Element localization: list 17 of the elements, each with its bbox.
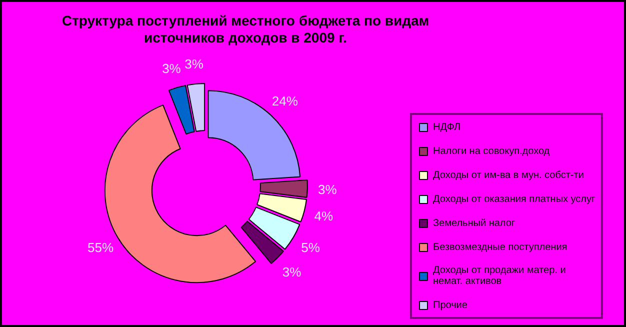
- chart-title: Структура поступлений местного бюджета по видам источников доходов в 2009 г.: [62, 12, 430, 46]
- data-label: 5%: [301, 240, 320, 256]
- legend-label: Доходы от оказания платных услуг: [433, 193, 596, 205]
- legend-label: Налоги на совокуп.доход: [433, 145, 550, 157]
- legend-label: Доходы от им-ва в мун. собст-ти: [433, 169, 584, 181]
- data-label: 3%: [184, 56, 204, 72]
- legend-label: НДФЛ: [433, 121, 461, 133]
- data-label: 4%: [314, 208, 334, 224]
- data-label: 55%: [87, 240, 114, 256]
- legend-label: Безвозмездные поступления: [433, 241, 568, 253]
- data-label: 3%: [318, 182, 338, 197]
- data-label: 24%: [272, 93, 298, 108]
- data-label: 3%: [282, 264, 302, 280]
- legend-label: Земельный налог: [433, 217, 516, 229]
- data-label: 3%: [162, 60, 182, 76]
- legend-label: Доходы от продажи матер. и немат. активов: [433, 265, 566, 287]
- legend-label: Прочие: [433, 299, 468, 311]
